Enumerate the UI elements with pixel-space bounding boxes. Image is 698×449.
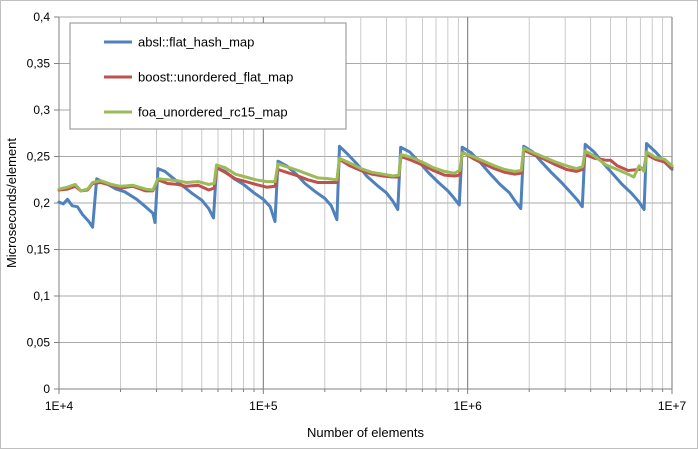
- x-tick-label: 1E+6: [453, 399, 482, 413]
- x-tick-label: 1E+5: [249, 399, 278, 413]
- y-axis-title: Microseconds/element: [4, 138, 19, 268]
- y-tick-label: 0: [43, 382, 50, 396]
- legend-label-3: foa_unordered_rc15_map: [138, 105, 288, 120]
- x-tick-label: 1E+4: [45, 399, 74, 413]
- series-line-1: [57, 142, 674, 229]
- y-tick-label: 0,15: [27, 243, 51, 257]
- y-tick-label: 0,1: [33, 289, 50, 303]
- series-line-3: [57, 146, 674, 193]
- y-tick-label: 0,05: [27, 336, 51, 350]
- y-tick-label: 0,35: [27, 57, 51, 71]
- x-tick-label: 1E+7: [658, 399, 687, 413]
- x-axis-title: Number of elements: [307, 425, 425, 440]
- y-tick-label: 0,25: [27, 150, 51, 164]
- y-tick-label: 0,3: [33, 103, 50, 117]
- y-tick-label: 0,4: [33, 10, 50, 24]
- legend-label-1: absl::flat_hash_map: [138, 35, 254, 50]
- legend-label-2: boost::unordered_flat_map: [138, 70, 293, 85]
- y-tick-label: 0,2: [33, 196, 50, 210]
